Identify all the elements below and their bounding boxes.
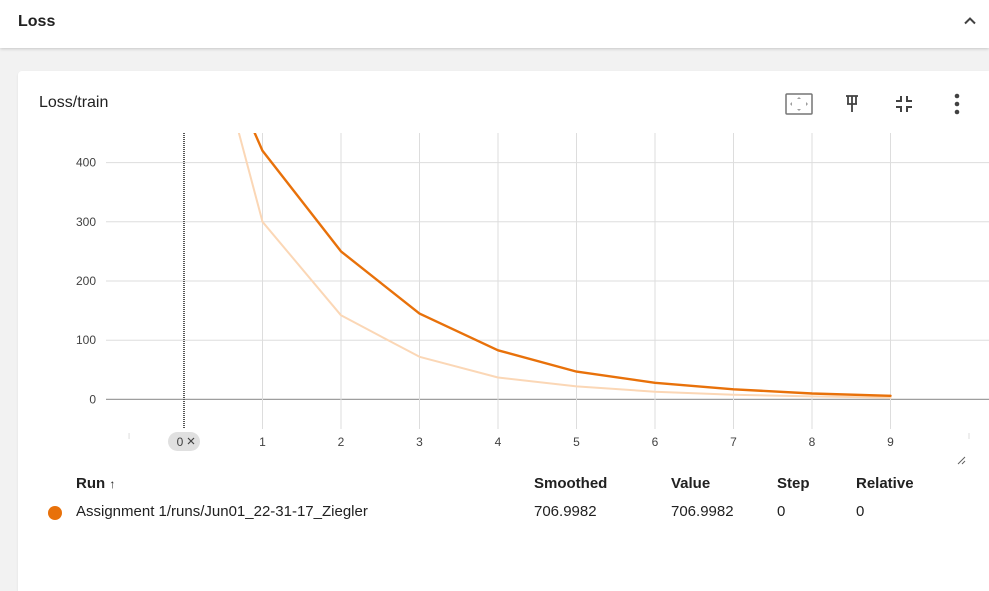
pin-button[interactable] <box>837 89 867 119</box>
section-header: Loss <box>0 0 989 48</box>
run-step: 0 <box>777 503 786 520</box>
fit-to-data-button[interactable] <box>784 89 814 119</box>
section-title: Loss <box>18 13 56 30</box>
x-tick-label: 2 <box>338 435 345 449</box>
column-header-smoothed[interactable]: Smoothed <box>534 475 608 492</box>
column-header-run[interactable]: Run ↑ <box>76 475 115 492</box>
y-tick-label: 300 <box>76 215 96 229</box>
smoothed-series-line <box>253 133 892 397</box>
chevron-up-icon <box>964 17 976 25</box>
line-chart[interactable]: 0 100 200 300 400 1 2 3 4 5 6 7 8 9 0 <box>18 71 989 471</box>
run-relative: 0 <box>856 503 865 520</box>
raw-series-line <box>237 133 892 399</box>
column-header-relative[interactable]: Relative <box>856 475 914 492</box>
x-tick-label: 4 <box>495 435 502 449</box>
collapse-chart-button[interactable] <box>889 89 919 119</box>
x-tick-label: 7 <box>730 435 737 449</box>
y-tick-label: 400 <box>76 156 96 170</box>
x-tick-label: 8 <box>809 435 816 449</box>
zero-step-tag <box>168 432 200 451</box>
x-tick-label: 6 <box>652 435 659 449</box>
axis-layer: 0 100 200 300 400 1 2 3 4 5 6 7 8 9 <box>76 156 894 449</box>
resize-handle-icon[interactable] <box>956 455 966 465</box>
run-smoothed-value: 706.9982 <box>534 503 597 520</box>
x-tick-label: 1 <box>259 435 266 449</box>
column-header-step[interactable]: Step <box>777 475 810 492</box>
series-layer <box>237 133 892 399</box>
x-tick-label: 3 <box>416 435 423 449</box>
pin-icon <box>846 95 858 112</box>
sort-arrow-icon: ↑ <box>109 477 116 491</box>
more-options-button[interactable] <box>942 89 972 119</box>
run-color-dot <box>48 506 62 520</box>
y-tick-label: 100 <box>76 333 96 347</box>
column-header-value[interactable]: Value <box>671 475 711 492</box>
fit-to-data-icon <box>785 93 813 115</box>
card-title: Loss/train <box>39 94 109 111</box>
chart-card: Loss/train 0 100 200 300 400 1 2 3 4 5 6 7 8 9 0 <box>18 71 989 591</box>
collapse-icon <box>896 96 912 112</box>
x-tick-label: 5 <box>573 435 580 449</box>
close-icon <box>187 437 195 445</box>
zero-step-marker[interactable]: 0 <box>168 133 200 451</box>
collapse-section-button[interactable] <box>957 8 983 34</box>
grid-layer <box>106 133 989 439</box>
run-value: 706.9982 <box>671 503 734 520</box>
y-tick-label: 200 <box>76 274 96 288</box>
run-name: Assignment 1/runs/Jun01_22-31-17_Ziegler <box>76 503 368 520</box>
y-tick-label: 0 <box>89 392 96 406</box>
x-tick-label: 9 <box>887 435 894 449</box>
zero-step-label: 0 <box>177 435 184 449</box>
more-vert-icon <box>954 93 960 115</box>
run-header-label: Run <box>76 475 106 492</box>
